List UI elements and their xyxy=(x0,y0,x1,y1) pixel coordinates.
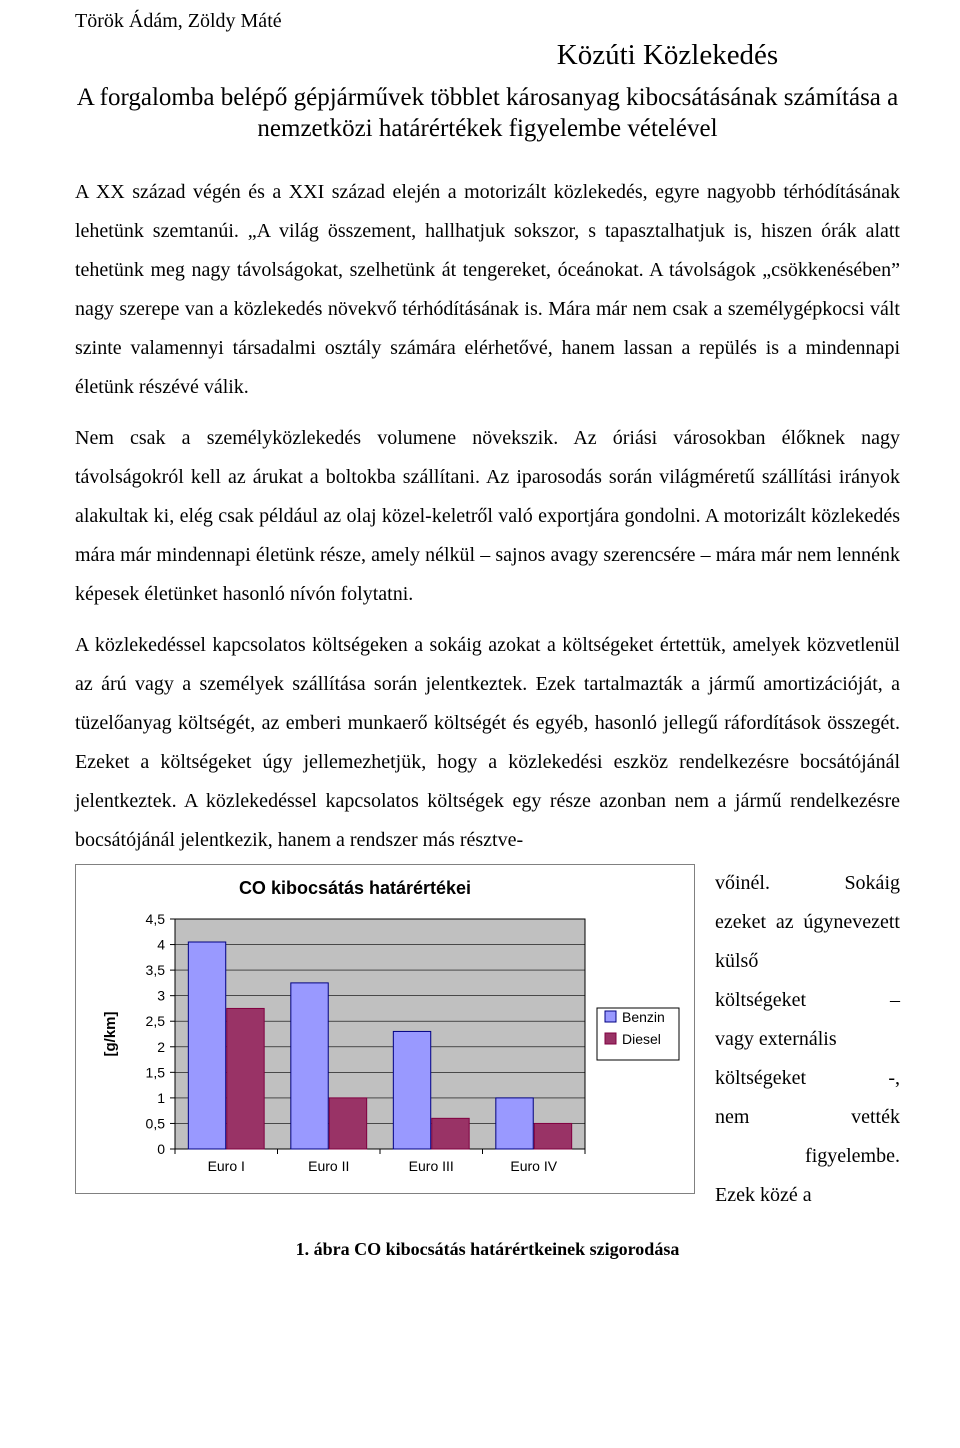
svg-text:Euro IV: Euro IV xyxy=(510,1158,557,1174)
side-text: – xyxy=(890,981,900,1020)
paragraph-1: A XX század végén és a XXI század elején… xyxy=(75,173,900,407)
figure-caption: 1. ábra CO kibocsátás határértkeinek szi… xyxy=(75,1239,900,1260)
section-title: Közúti Közlekedés xyxy=(75,39,900,72)
side-text: vőinél. xyxy=(715,864,770,903)
svg-text:4,5: 4,5 xyxy=(146,911,166,927)
main-title: A forgalomba belépő gépjárművek többlet … xyxy=(75,82,900,145)
svg-text:0: 0 xyxy=(157,1141,165,1157)
side-text: -, xyxy=(888,1059,900,1098)
svg-text:Euro II: Euro II xyxy=(308,1158,349,1174)
svg-text:1,5: 1,5 xyxy=(146,1064,166,1080)
paragraph-2: Nem csak a személyközlekedés volumene nö… xyxy=(75,419,900,614)
side-text: Ezek közé a xyxy=(715,1176,900,1215)
side-text: vagy externális xyxy=(715,1020,900,1059)
side-text: Sokáig xyxy=(844,864,900,903)
page: Török Ádám, Zöldy Máté Közúti Közlekedés… xyxy=(0,0,960,1300)
authors: Török Ádám, Zöldy Máté xyxy=(75,10,900,33)
co-emission-bar-chart: CO kibocsátás határértékei 0 0,5 1 1,5 2 2,5 3 3… xyxy=(75,864,695,1194)
svg-text:Diesel: Diesel xyxy=(622,1031,661,1047)
svg-text:3,5: 3,5 xyxy=(146,962,166,978)
side-text: figyelembe. xyxy=(715,1137,900,1176)
svg-text:4: 4 xyxy=(157,936,165,952)
svg-text:0,5: 0,5 xyxy=(146,1115,166,1131)
svg-text:Euro I: Euro I xyxy=(208,1158,245,1174)
side-text: költségeket xyxy=(715,1059,806,1098)
wrapped-side-text: vőinél. Sokáig ezeket az úgynevezett küls… xyxy=(715,864,900,1215)
side-text: nem xyxy=(715,1098,749,1137)
side-text: vették xyxy=(851,1098,900,1137)
svg-text:CO kibocsátás határértékei: CO kibocsátás határértékei xyxy=(239,878,471,898)
side-text: költségeket xyxy=(715,981,806,1020)
paragraph-3: A közlekedéssel kapcsolatos költségeken … xyxy=(75,626,900,860)
chart-holder: CO kibocsátás határértékei 0 0,5 1 1,5 2 2,5 3 3… xyxy=(75,864,695,1199)
svg-text:Euro III: Euro III xyxy=(409,1158,454,1174)
svg-text:1: 1 xyxy=(157,1089,165,1105)
header-area: Közúti Közlekedés A forgalomba belépő gé… xyxy=(75,39,900,145)
figure-row: CO kibocsátás határértékei 0 0,5 1 1,5 2 2,5 3 3… xyxy=(75,864,900,1215)
svg-text:Benzin: Benzin xyxy=(622,1009,665,1025)
svg-text:[g/km]: [g/km] xyxy=(102,1011,119,1056)
svg-text:3: 3 xyxy=(157,987,165,1003)
side-text: ezeket az úgynevezett külső xyxy=(715,903,900,981)
svg-text:2,5: 2,5 xyxy=(146,1013,166,1029)
svg-text:2: 2 xyxy=(157,1038,165,1054)
